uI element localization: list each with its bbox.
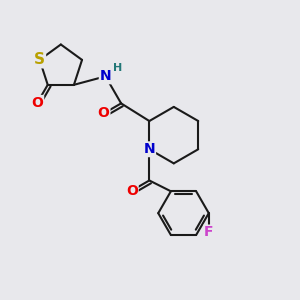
Text: S: S xyxy=(34,52,45,68)
Text: O: O xyxy=(32,96,43,110)
Text: N: N xyxy=(100,69,111,83)
Text: H: H xyxy=(113,63,123,73)
Text: N: N xyxy=(143,142,155,156)
Text: O: O xyxy=(126,184,138,198)
Text: O: O xyxy=(98,106,109,121)
Text: F: F xyxy=(204,226,214,239)
